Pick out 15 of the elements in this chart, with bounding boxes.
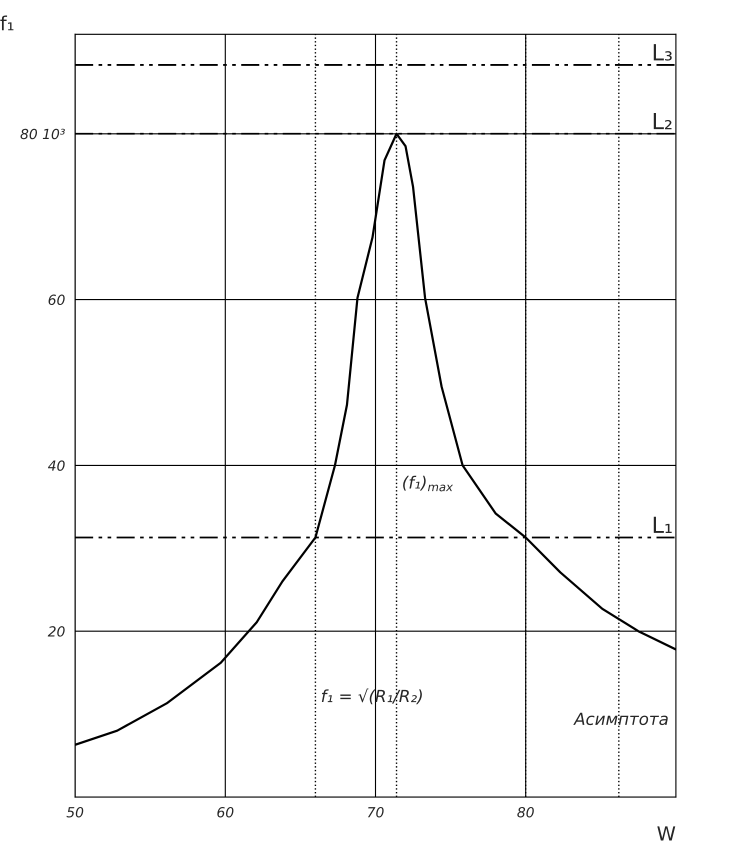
y-axis-title: f₁ <box>0 15 14 30</box>
x-tick-label: 50 <box>66 806 84 818</box>
ref-line-label: L₁ <box>654 516 672 533</box>
ref-line-label: L₃ <box>654 44 672 61</box>
y-tick-label: 60 <box>48 294 65 306</box>
ref-line-label: Асимптота <box>573 712 668 726</box>
x-axis-title: W <box>657 826 676 841</box>
x-tick-label: 60 <box>217 806 234 818</box>
y-tick-label: 80 10³ <box>20 128 65 140</box>
x-tick-label: 70 <box>368 806 384 818</box>
x-tick-label: 80 <box>517 806 534 818</box>
ref-line-label: (f₁)$_{max}$ <box>403 476 454 492</box>
y-tick-label: 20 <box>48 626 65 637</box>
y-tick-label: 40 <box>48 460 65 471</box>
ref-line-label: L₂ <box>654 112 672 130</box>
